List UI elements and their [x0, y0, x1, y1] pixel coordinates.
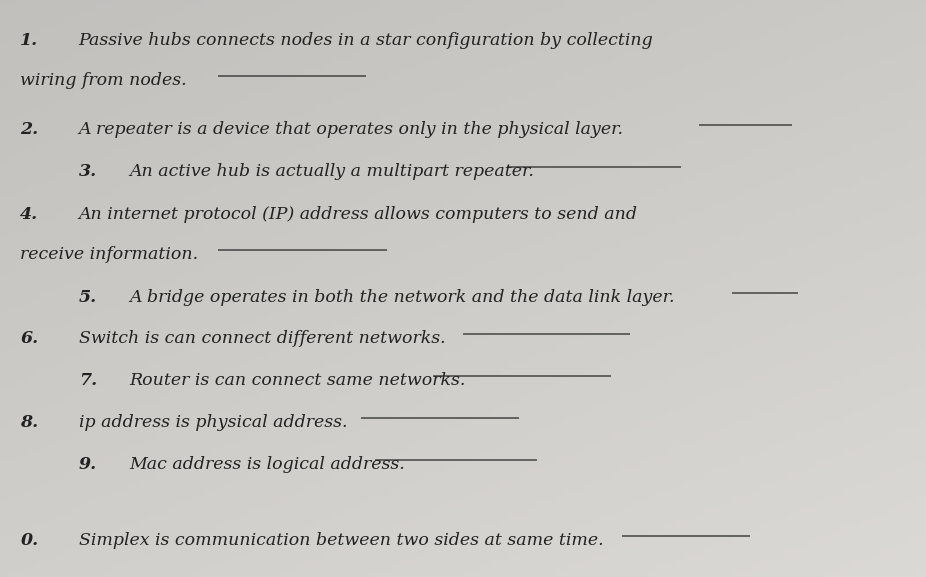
Text: A bridge operates in both the network and the data link layer.: A bridge operates in both the network an… [130, 288, 675, 305]
Text: Mac address is logical address.: Mac address is logical address. [130, 456, 406, 473]
Text: 7.: 7. [79, 372, 97, 388]
Text: 8.: 8. [20, 414, 39, 430]
Text: An internet protocol (IP) address allows computers to send and: An internet protocol (IP) address allows… [79, 206, 638, 223]
Text: wiring from nodes.: wiring from nodes. [20, 72, 187, 89]
Text: 9.: 9. [79, 456, 97, 473]
Text: A repeater is a device that operates only in the physical layer.: A repeater is a device that operates onl… [79, 121, 624, 138]
Text: ip address is physical address.: ip address is physical address. [79, 414, 347, 430]
Text: Passive hubs connects nodes in a star configuration by collecting: Passive hubs connects nodes in a star co… [79, 32, 654, 48]
Text: 5.: 5. [79, 288, 97, 305]
Text: 2.: 2. [20, 121, 39, 138]
Text: 4.: 4. [20, 206, 39, 223]
Text: 6.: 6. [20, 330, 39, 347]
Text: An active hub is actually a multipart repeater.: An active hub is actually a multipart re… [130, 163, 534, 179]
Text: Switch is can connect different networks.: Switch is can connect different networks… [79, 330, 445, 347]
Text: 3.: 3. [79, 163, 97, 179]
Text: 0.: 0. [20, 532, 39, 549]
Text: Simplex is communication between two sides at same time.: Simplex is communication between two sid… [79, 532, 604, 549]
Text: Router is can connect same networks.: Router is can connect same networks. [130, 372, 466, 388]
Text: 1.: 1. [20, 32, 39, 48]
Text: receive information.: receive information. [20, 246, 198, 263]
